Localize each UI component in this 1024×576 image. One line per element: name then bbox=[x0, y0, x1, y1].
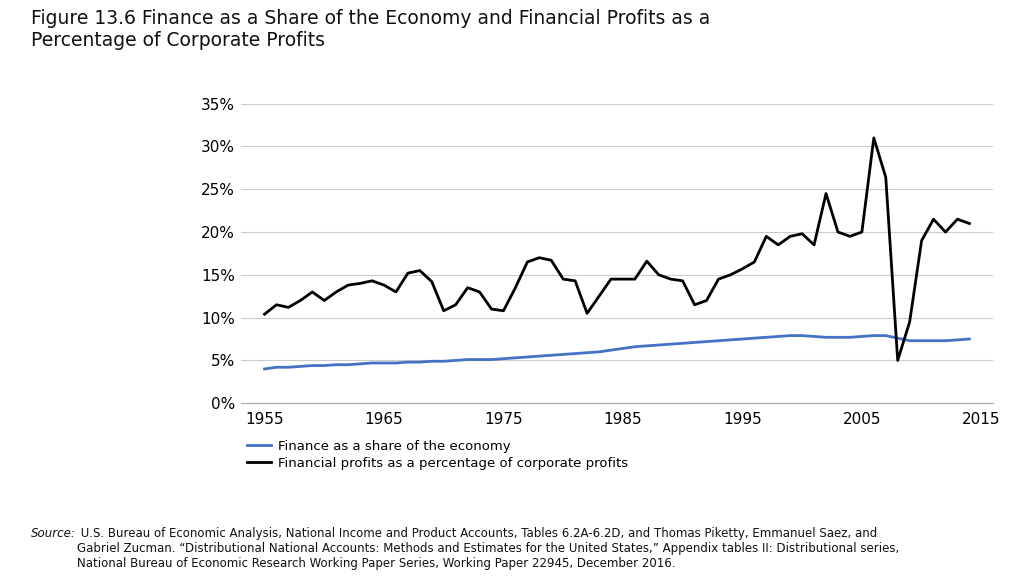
Text: Figure 13.6 Finance as a Share of the Economy and Financial Profits as a
Percent: Figure 13.6 Finance as a Share of the Ec… bbox=[31, 9, 710, 50]
Legend: Finance as a share of the economy, Financial profits as a percentage of corporat: Finance as a share of the economy, Finan… bbox=[247, 439, 628, 471]
Text: Source:: Source: bbox=[31, 527, 76, 540]
Text: U.S. Bureau of Economic Analysis, National Income and Product Accounts, Tables 6: U.S. Bureau of Economic Analysis, Nation… bbox=[77, 527, 899, 570]
